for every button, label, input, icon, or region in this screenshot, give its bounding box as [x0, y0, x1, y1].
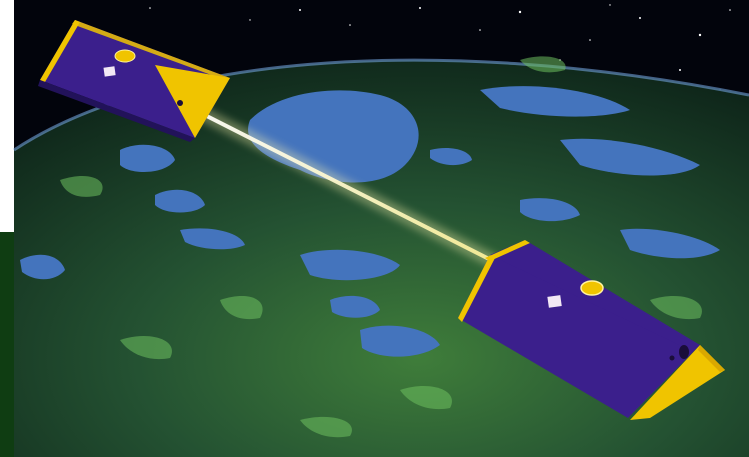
- left-side-panel: [0, 232, 14, 457]
- water-bodies: [20, 86, 720, 357]
- top-left-margin: [0, 0, 14, 232]
- satellite-right-icon: [458, 240, 725, 420]
- satellite-left-icon: [38, 20, 230, 142]
- atmosphere-edge: [13, 58, 749, 152]
- land-highlights: [60, 56, 702, 438]
- laser-beam-icon: [181, 98, 499, 269]
